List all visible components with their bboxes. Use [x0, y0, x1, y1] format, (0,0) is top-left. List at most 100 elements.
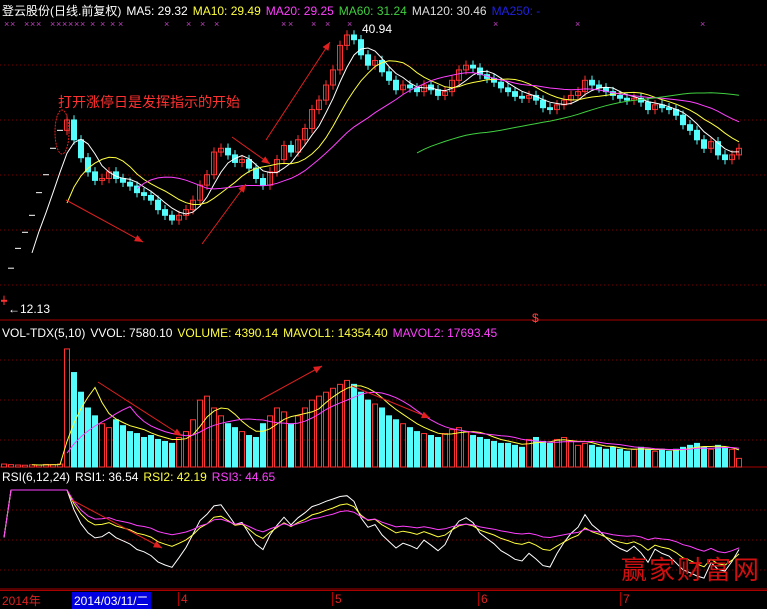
year-label: 2014年	[2, 594, 41, 608]
volume-bar	[540, 440, 546, 468]
candle-up	[463, 64, 469, 71]
volume-bar	[267, 415, 273, 468]
up-arrow	[201, 183, 247, 245]
volume-bar	[449, 429, 455, 468]
volume-bar	[428, 435, 434, 468]
candle-up	[330, 69, 336, 86]
volume-bar	[617, 448, 623, 468]
candle-down	[85, 157, 91, 173]
candle-up	[400, 84, 406, 91]
volume-bar	[400, 423, 406, 468]
volume-bar	[610, 446, 616, 468]
volume-bar	[372, 403, 378, 468]
candle-down	[428, 84, 434, 91]
month-label: 5	[332, 592, 342, 606]
volume-bar	[393, 419, 399, 468]
month-label: 7	[620, 592, 630, 606]
volume-bar	[722, 446, 728, 468]
candle-down	[666, 107, 672, 111]
volume-label: VOLUME: 4390.14	[177, 326, 279, 340]
volume-bar	[218, 415, 224, 468]
volume-bar	[15, 464, 21, 468]
candle-up	[183, 209, 189, 216]
volume-bar	[694, 442, 700, 468]
candle-down	[414, 87, 420, 93]
volume-bar	[568, 440, 574, 468]
candle-up	[526, 94, 532, 99]
ma5-line	[31, 47, 739, 254]
up-arrow-head	[322, 42, 330, 51]
volume-bar	[239, 431, 245, 468]
volume-bar	[309, 399, 315, 468]
event-marker: ×	[281, 19, 286, 29]
candle-down	[540, 99, 546, 109]
volume-bar	[92, 415, 98, 468]
volume-bar	[78, 391, 84, 468]
volume-bar	[666, 450, 672, 468]
event-marker: ×	[186, 19, 191, 29]
ma10-line	[66, 60, 740, 206]
down-arrow	[97, 381, 183, 437]
volume-bar	[316, 395, 322, 468]
candle-down	[246, 159, 252, 169]
up-arrow	[259, 365, 323, 401]
candle-down	[365, 54, 371, 66]
event-marker: ×	[575, 19, 580, 29]
candle-down	[92, 171, 98, 181]
up-arrow-head	[313, 366, 322, 374]
event-marker: ×	[100, 19, 105, 29]
volume-bar	[190, 419, 196, 468]
rsi3-label: RSI3: 44.65	[211, 470, 276, 484]
candle-down	[386, 71, 392, 81]
event-marker: ×	[56, 19, 61, 29]
candle-down	[617, 94, 623, 99]
volume-bar	[652, 450, 658, 468]
volume-bar	[407, 427, 413, 468]
event-marker: ×	[493, 19, 498, 29]
volume-bar	[533, 436, 539, 468]
high-price-label: 40.94	[362, 22, 393, 36]
volume-bar	[295, 415, 301, 468]
event-marker: ×	[30, 19, 35, 29]
down-arrow-head	[261, 156, 270, 164]
vvol-label: VVOL: 7580.10	[90, 326, 173, 340]
kline-chart[interactable]: × × × × × × × × × × × × × × × × × × × × × × × × × × ×	[0, 0, 767, 590]
candle-up	[729, 154, 735, 161]
volume-bar	[589, 444, 595, 468]
candle-up	[211, 151, 217, 176]
candle-down	[162, 209, 168, 216]
volume-bar	[519, 446, 525, 468]
mavol1-line	[31, 385, 740, 466]
price-header: 登云股份(日线.前复权) MA5: 29.32 MA10: 29.49 MA20: 2…	[2, 2, 545, 19]
candle-down	[155, 199, 161, 211]
volume-bar	[344, 379, 350, 468]
volume-bar	[155, 438, 161, 468]
down-arrow-head	[153, 541, 162, 548]
volume-bar	[603, 448, 609, 468]
volume-bar	[71, 372, 77, 468]
ma10-label: MA10: 29.49	[192, 4, 261, 18]
volume-bar	[477, 436, 483, 468]
volume-bar	[141, 436, 147, 468]
volume-bar	[512, 444, 518, 468]
month-label: 4	[178, 592, 188, 606]
candle-up	[176, 214, 182, 221]
event-marker: ×	[90, 19, 95, 29]
volume-bar	[505, 442, 511, 468]
event-marker: ×	[74, 19, 79, 29]
candle-down	[498, 81, 504, 89]
candle-down	[512, 91, 518, 97]
volume-bar	[680, 446, 686, 468]
candle-down	[141, 192, 147, 196]
volume-bar	[253, 436, 259, 468]
candle-down	[127, 181, 133, 187]
candle-up	[316, 99, 322, 111]
volume-bar	[638, 446, 644, 468]
candle-down	[722, 154, 728, 161]
volume-bar	[1, 463, 7, 468]
volume-bar	[547, 442, 553, 468]
candle-up	[204, 174, 210, 186]
volume-bar	[442, 433, 448, 468]
volume-bar	[99, 423, 105, 468]
candle-down	[694, 129, 700, 141]
